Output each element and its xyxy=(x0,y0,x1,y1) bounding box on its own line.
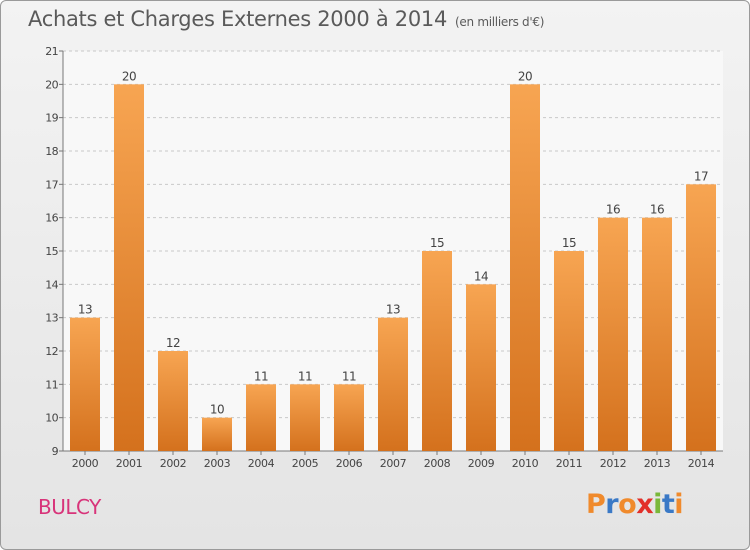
bar-2002 xyxy=(158,351,188,451)
y-tick-label: 17 xyxy=(45,178,58,191)
bar-2008 xyxy=(422,251,452,451)
x-tick-label: 2000 xyxy=(72,457,99,470)
bar-2007 xyxy=(378,317,408,451)
bar-2005 xyxy=(290,384,320,451)
data-label: 17 xyxy=(694,169,708,183)
x-tick-label: 2001 xyxy=(116,457,142,470)
y-tick-label: 18 xyxy=(45,145,58,158)
bar-2010 xyxy=(510,84,540,451)
data-label: 20 xyxy=(122,69,136,83)
y-tick-label: 10 xyxy=(45,412,58,425)
data-label: 11 xyxy=(254,369,268,383)
data-label: 15 xyxy=(430,236,444,250)
bar-2014 xyxy=(686,184,716,452)
bar-2012 xyxy=(598,217,628,451)
x-tick-label: 2009 xyxy=(468,457,495,470)
y-tick-label: 15 xyxy=(45,245,58,258)
bar-2001 xyxy=(114,84,144,451)
data-label: 16 xyxy=(606,203,620,217)
bar-2013 xyxy=(642,217,672,451)
commune-name: BULCY xyxy=(38,495,101,519)
y-tick-label: 20 xyxy=(45,78,58,91)
logo-letter: x xyxy=(636,489,654,520)
data-label: 12 xyxy=(166,336,180,350)
x-tick-label: 2005 xyxy=(292,457,319,470)
y-tick-label: 11 xyxy=(45,378,58,391)
x-tick-label: 2011 xyxy=(556,457,582,470)
data-label: 16 xyxy=(650,203,664,217)
data-label: 10 xyxy=(210,403,224,417)
chart-unit: (en milliers d'€) xyxy=(455,15,545,29)
data-label: 11 xyxy=(342,369,356,383)
x-tick-label: 2014 xyxy=(688,457,715,470)
y-tick-label: 19 xyxy=(45,112,58,125)
y-tick-label: 16 xyxy=(45,212,58,225)
x-tick-label: 2012 xyxy=(600,457,626,470)
x-tick-label: 2010 xyxy=(512,457,539,470)
data-label: 11 xyxy=(298,369,312,383)
logo-letter: P xyxy=(586,489,606,520)
y-tick-label: 21 xyxy=(45,45,58,58)
x-tick-label: 2006 xyxy=(336,457,363,470)
x-tick-label: 2007 xyxy=(380,457,407,470)
bar-2011 xyxy=(554,251,584,451)
y-tick-label: 14 xyxy=(45,278,58,291)
bar-2003 xyxy=(202,417,232,451)
proxiti-logo: Proxiti xyxy=(586,489,684,520)
logo-letter: i xyxy=(674,489,684,520)
logo-letter: t xyxy=(661,489,675,520)
data-label: 13 xyxy=(386,303,400,317)
logo-letter: i xyxy=(653,489,662,520)
bar-2004 xyxy=(246,384,276,451)
logo-letter: r xyxy=(605,489,619,520)
bar-2000 xyxy=(70,317,100,451)
bar-2009 xyxy=(466,284,496,451)
x-tick-label: 2004 xyxy=(248,457,275,470)
logo-letter: o xyxy=(618,489,637,520)
chart-title-text: Achats et Charges Externes 2000 à 2014 xyxy=(28,7,448,31)
x-tick-label: 2008 xyxy=(424,457,451,470)
data-label: 20 xyxy=(518,69,532,83)
bar-2006 xyxy=(334,384,364,451)
x-tick-label: 2013 xyxy=(644,457,671,470)
chart-title: Achats et Charges Externes 2000 à 2014 (e… xyxy=(28,7,544,31)
y-tick-label: 9 xyxy=(52,445,59,458)
data-label: 14 xyxy=(474,269,488,283)
x-tick-label: 2002 xyxy=(160,457,186,470)
data-label: 15 xyxy=(562,236,576,250)
x-tick-label: 2003 xyxy=(204,457,231,470)
y-tick-label: 13 xyxy=(45,312,58,325)
data-label: 13 xyxy=(78,303,92,317)
y-tick-label: 12 xyxy=(45,345,58,358)
